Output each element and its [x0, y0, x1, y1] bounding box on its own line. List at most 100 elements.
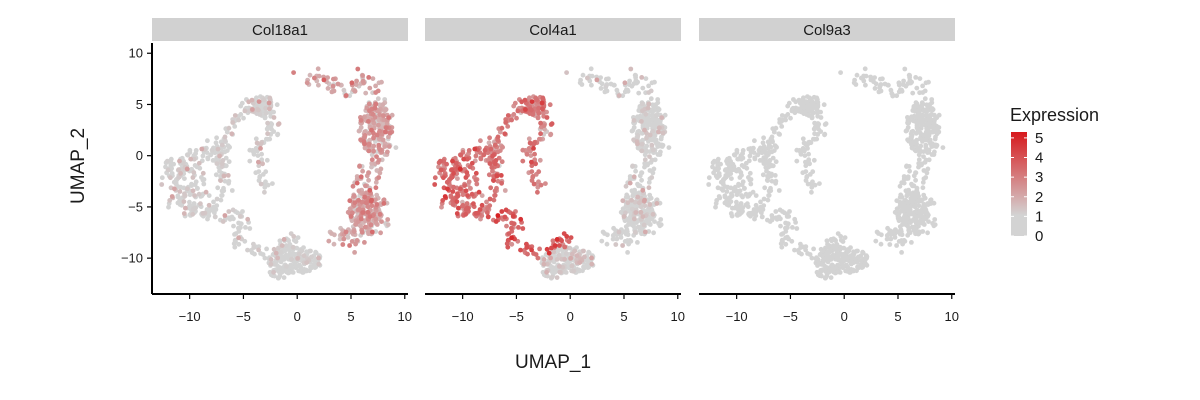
- cell-point: [603, 83, 609, 89]
- cell-point: [569, 263, 575, 269]
- cell-point: [547, 102, 553, 108]
- cell-point: [812, 182, 818, 188]
- cell-point: [198, 201, 203, 207]
- cell-point: [222, 213, 228, 218]
- cell-point: [920, 83, 925, 89]
- cell-point: [536, 110, 542, 116]
- cell-point: [238, 221, 244, 227]
- cell-point: [794, 158, 800, 164]
- cell-point: [650, 112, 656, 117]
- cell-point: [220, 219, 226, 224]
- cell-point: [636, 183, 641, 189]
- cell-point: [353, 82, 359, 87]
- cell-point: [190, 188, 196, 194]
- cell-point: [631, 174, 637, 180]
- cell-point: [511, 221, 517, 227]
- cell-point: [281, 237, 287, 242]
- cell-point: [854, 72, 860, 78]
- cell-point: [604, 241, 610, 247]
- cell-point: [251, 151, 257, 157]
- cell-point: [165, 158, 170, 164]
- cell-point: [715, 156, 721, 162]
- cell-point: [271, 129, 277, 135]
- cell-point: [856, 265, 862, 271]
- cell-point: [267, 106, 272, 112]
- cell-point: [762, 185, 768, 191]
- cell-point: [649, 142, 655, 148]
- cell-point: [835, 231, 841, 237]
- cell-point: [803, 159, 808, 165]
- cell-point: [486, 172, 492, 178]
- cell-point: [385, 149, 390, 155]
- x-tick-label: −10: [179, 309, 201, 324]
- cell-point: [930, 221, 935, 226]
- cell-point: [710, 164, 715, 170]
- cell-point: [351, 193, 357, 199]
- cell-point: [604, 88, 610, 94]
- cell-point: [633, 210, 639, 215]
- cell-point: [632, 229, 638, 235]
- cell-point: [730, 205, 735, 211]
- cell-point: [376, 142, 382, 148]
- cell-point: [792, 247, 797, 253]
- cell-point: [860, 249, 865, 255]
- cell-point: [773, 215, 779, 221]
- cell-point: [864, 262, 870, 268]
- cell-point: [469, 160, 475, 166]
- cell-point: [858, 258, 864, 263]
- cell-point: [773, 209, 779, 214]
- cell-point: [465, 205, 471, 211]
- cell-point: [493, 219, 499, 224]
- cell-point: [464, 170, 470, 175]
- cell-point: [639, 75, 645, 80]
- cell-point: [195, 185, 200, 191]
- cell-point: [554, 237, 560, 242]
- cell-point: [914, 85, 920, 91]
- cell-point: [635, 133, 641, 138]
- cell-point: [382, 108, 388, 113]
- cell-point: [190, 175, 196, 180]
- cell-point: [347, 198, 353, 204]
- cell-point: [373, 101, 379, 107]
- cell-point: [316, 255, 321, 261]
- cell-point: [778, 223, 783, 229]
- cell-point: [209, 147, 215, 153]
- cell-point: [639, 119, 644, 124]
- cell-point: [807, 252, 813, 257]
- cell-point: [499, 209, 505, 214]
- cell-point: [740, 148, 746, 153]
- cell-point: [904, 163, 909, 169]
- cell-point: [647, 202, 653, 207]
- cell-point: [860, 264, 866, 270]
- cell-point: [732, 184, 738, 190]
- cell-point: [872, 86, 878, 91]
- cell-point: [358, 223, 363, 229]
- cell-point: [351, 229, 357, 235]
- cell-point: [739, 182, 745, 188]
- cell-point: [626, 241, 631, 247]
- cell-point: [265, 182, 271, 188]
- cell-point: [516, 225, 521, 230]
- cell-point: [373, 180, 379, 185]
- cell-point: [488, 185, 494, 191]
- cell-point: [348, 214, 354, 219]
- cell-point: [347, 243, 352, 248]
- cell-point: [193, 179, 199, 185]
- cell-point: [533, 161, 538, 167]
- cell-point: [383, 125, 389, 131]
- cell-point: [809, 255, 815, 261]
- cell-point: [716, 166, 721, 171]
- cell-point: [295, 235, 301, 241]
- cell-point: [259, 151, 264, 157]
- cell-point: [758, 199, 763, 205]
- cell-point: [204, 207, 210, 212]
- cell-point: [803, 163, 809, 169]
- cell-point: [713, 201, 719, 206]
- cell-point: [349, 80, 355, 86]
- facet-panels: Col18a1 −10 −5 0 5 10 10 5 0 −5 −10 Col4a1 −10 −5 0 5 10…: [121, 18, 959, 324]
- cell-point: [366, 177, 371, 183]
- cell-point: [755, 152, 760, 158]
- cell-point: [905, 176, 911, 181]
- cell-point: [530, 174, 536, 179]
- cell-point: [716, 194, 722, 199]
